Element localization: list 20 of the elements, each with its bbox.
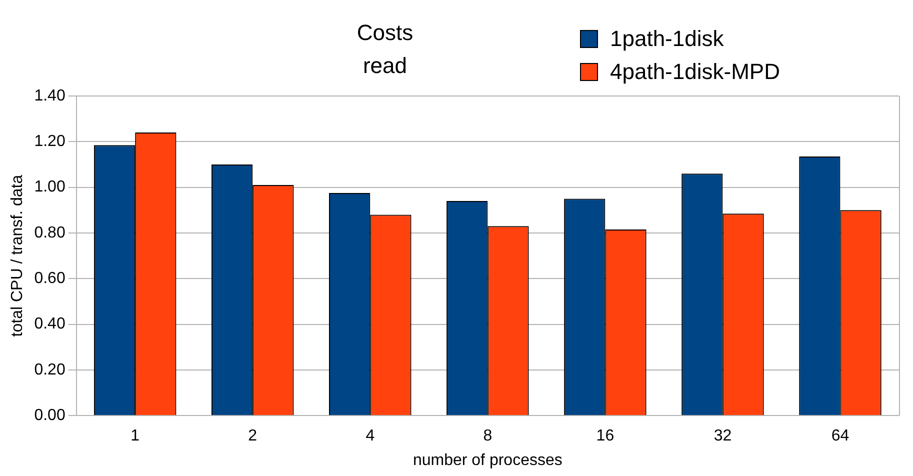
y-tick-label: 1.40 [34,87,66,104]
y-tick-label: 0.00 [34,407,66,424]
y-tick-label: 1.00 [34,178,66,196]
x-tick-label: 2 [248,428,258,445]
x-tick-label: 1 [130,428,140,445]
x-tick-label: 64 [831,428,850,445]
x-tick-label: 8 [483,428,492,445]
y-tick-label: 1.20 [34,133,66,150]
legend-label: 4path-1disk-MPD [610,58,780,86]
y-axis-title: total CPU / transf. data [9,174,26,337]
y-tick-label: 0.60 [34,270,66,288]
chart-title: Costs read [356,19,414,80]
y-tick-label: 0.20 [34,361,66,378]
x-tick-label: 32 [714,428,732,445]
x-tick-label: 4 [366,428,375,445]
y-tick-label: 0.80 [34,224,66,242]
x-axis-title: number of processes [412,452,562,469]
y-tick-label: 0.40 [34,316,66,333]
x-tick-label: 16 [596,428,614,445]
legend-label: 1path-1disk [610,25,724,53]
